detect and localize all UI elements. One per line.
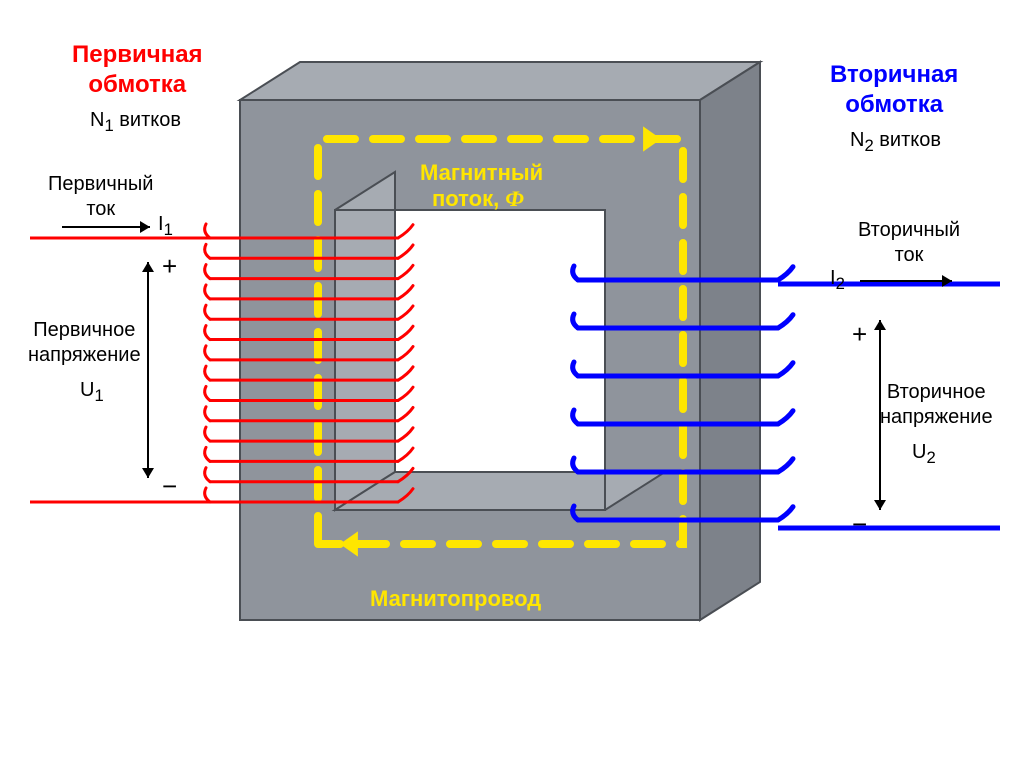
secondary-turns: N2 витков	[850, 129, 941, 151]
u2-symbol: U2	[912, 441, 936, 463]
i1-symbol: I1	[158, 213, 173, 235]
u1-symbol: U1	[80, 379, 104, 401]
plus-secondary: +	[852, 319, 867, 349]
svg-text:Магнитопровод: Магнитопровод	[370, 586, 541, 611]
primary-voltage-label: Первичноенапряжение	[28, 318, 141, 368]
plus-primary: +	[162, 251, 177, 281]
i2-symbol: I2	[830, 267, 845, 289]
svg-text:поток, Ф: поток, Ф	[432, 186, 524, 211]
secondary-winding-title: Вторичнаяобмотка	[830, 60, 958, 120]
svg-text:Магнитный: Магнитный	[420, 160, 543, 185]
primary-winding-title: Первичнаяобмотка	[72, 40, 203, 100]
primary-current-label: Первичныйток	[48, 172, 153, 222]
minus-secondary: −	[852, 509, 867, 539]
secondary-current-label: Вторичныйток	[858, 218, 960, 268]
minus-primary: −	[162, 471, 177, 501]
secondary-voltage-label: Вторичноенапряжение	[880, 380, 993, 430]
primary-turns: N1 витков	[90, 109, 181, 131]
